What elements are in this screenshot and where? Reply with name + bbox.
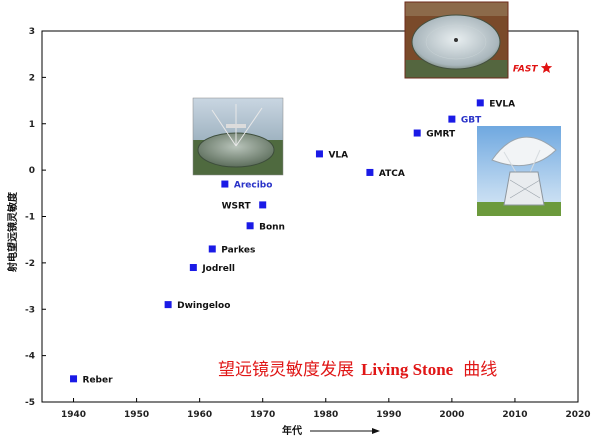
fast-photo <box>404 1 509 79</box>
plot-frame <box>41 30 579 403</box>
y-axis-ticks: 3 2 1 0 -1 -2 -3 -4 -5 <box>25 27 46 408</box>
y-tick-label: -3 <box>25 305 35 315</box>
data-point-label: WSRT <box>222 201 252 211</box>
data-point <box>164 301 172 309</box>
y-tick-label: -5 <box>25 398 35 408</box>
x-axis-arrow <box>310 428 380 434</box>
y-tick-label: -4 <box>25 352 35 362</box>
data-point <box>476 99 484 107</box>
x-tick-label: 1990 <box>376 410 401 420</box>
data-point <box>413 129 421 137</box>
x-tick-label: 1980 <box>313 410 338 420</box>
data-point <box>448 115 456 123</box>
y-tick-label: -1 <box>25 213 35 223</box>
x-tick-label: 1950 <box>124 410 149 420</box>
y-tick-label: 3 <box>29 27 35 37</box>
y-tick-label: 2 <box>29 73 35 83</box>
data-point <box>189 264 197 272</box>
arecibo-photo <box>192 97 284 176</box>
data-point-label: GBT <box>461 116 482 126</box>
data-point-label: FAST <box>513 65 538 75</box>
chart-caption: 望远镜灵敏度发展 Living Stone 曲线 <box>218 360 497 380</box>
data-point-label: Arecibo <box>234 181 273 191</box>
x-tick-label: 2020 <box>565 410 590 420</box>
x-tick-label: 1940 <box>61 410 86 420</box>
y-axis-label: 射电望远镜灵敏度 <box>6 191 19 273</box>
data-point <box>315 150 323 158</box>
data-point <box>221 180 229 188</box>
data-point-label: Parkes <box>221 245 255 255</box>
data-point-label: Bonn <box>259 222 285 232</box>
data-point-label: VLA <box>328 150 348 160</box>
data-point-label: Dwingeloo <box>177 301 230 311</box>
data-point <box>366 168 374 176</box>
y-tick-label: 1 <box>29 120 35 130</box>
x-tick-label: 1970 <box>250 410 275 420</box>
data-point-label: ATCA <box>379 169 405 179</box>
x-tick-label: 1960 <box>187 410 212 420</box>
gbt-photo <box>477 126 561 216</box>
y-tick-label: -2 <box>25 259 35 269</box>
data-point <box>208 245 216 253</box>
x-axis-label: 年代 <box>282 424 302 437</box>
data-point <box>70 375 78 383</box>
data-point-label: Jodrell <box>201 264 235 274</box>
x-tick-label: 2000 <box>439 410 464 420</box>
data-point <box>259 201 267 209</box>
data-point <box>246 222 254 230</box>
data-point-label: EVLA <box>489 99 515 109</box>
y-tick-label: 0 <box>29 166 35 176</box>
data-point-label: GMRT <box>426 130 456 140</box>
data-point-label: Reber <box>83 375 114 385</box>
x-axis-ticks: 1940 1950 1960 1970 1980 1990 2000 2010 2020 <box>61 398 591 420</box>
data-points: Reber Dwingeloo Jodrell Parkes Bonn WSRT Areci… <box>70 62 553 385</box>
data-point-star <box>540 62 553 73</box>
x-tick-label: 2010 <box>502 410 527 420</box>
